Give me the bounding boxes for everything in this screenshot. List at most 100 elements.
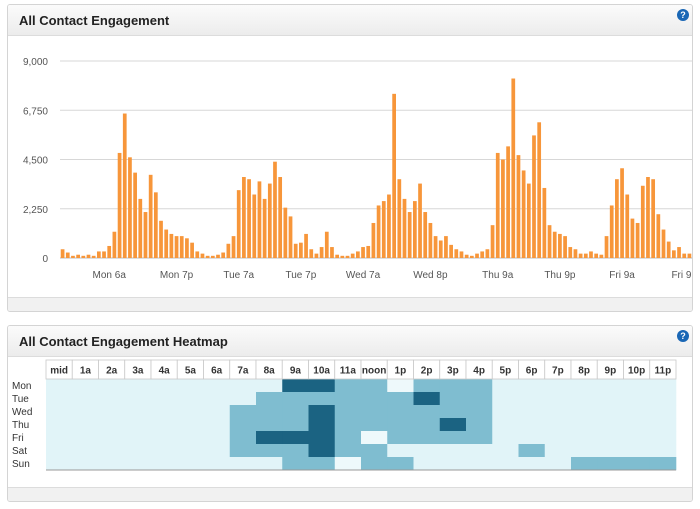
- heatmap-cell: [518, 457, 546, 471]
- heatmap-cell: [623, 431, 651, 445]
- bar: [433, 236, 438, 258]
- heatmap-cell: [256, 457, 283, 471]
- bar: [532, 135, 536, 258]
- bar: [128, 157, 132, 258]
- heatmap-cell: [544, 431, 572, 445]
- bar: [568, 247, 573, 258]
- heatmap-cell: [282, 379, 309, 393]
- y-tick-label: 2,250: [23, 205, 48, 216]
- heatmap-cell: [466, 431, 493, 445]
- bar: [195, 251, 200, 258]
- bar: [407, 212, 412, 258]
- bar: [537, 122, 542, 259]
- heatmap-cell: [124, 457, 152, 471]
- help-icon[interactable]: ?: [677, 330, 689, 342]
- help-icon[interactable]: ?: [677, 9, 689, 21]
- heatmap-cell: [518, 444, 546, 458]
- column-header-label: 11a: [340, 366, 357, 377]
- heatmap-cell: [72, 418, 99, 432]
- heatmap-cell: [518, 392, 546, 406]
- bar: [153, 192, 158, 258]
- heatmap-cell: [597, 405, 624, 419]
- heatmap-panel: All Contact Engagement Heatmap ? mid 1a 2a…: [7, 325, 693, 502]
- heatmap-cell: [597, 392, 624, 406]
- x-tick-label: Thu 9a: [482, 270, 514, 281]
- bar: [288, 216, 293, 258]
- heatmap-cell: [439, 392, 467, 406]
- x-tick-label: Fri 9a: [609, 270, 635, 281]
- heatmap-cell: [439, 431, 467, 445]
- bar: [345, 255, 350, 258]
- bar: [164, 229, 169, 258]
- heatmap-cell: [98, 392, 126, 406]
- heatmap-cell: [177, 457, 204, 471]
- heatmap-cell: [623, 379, 651, 393]
- heatmap-cell: [124, 405, 152, 419]
- bar: [376, 205, 381, 258]
- heatmap-cell: [387, 405, 414, 419]
- bar: [583, 253, 588, 258]
- bar: [506, 146, 510, 258]
- bar: [464, 254, 469, 258]
- column-header-label: 7p: [552, 366, 564, 377]
- bar: [418, 183, 422, 258]
- heatmap-cell: [623, 457, 651, 471]
- bar: [682, 253, 687, 258]
- row-label: Fri: [12, 433, 24, 444]
- heatmap-cell: [229, 405, 257, 419]
- x-tick-label: Tue 7a: [223, 270, 254, 281]
- heatmap-cell: [387, 418, 414, 432]
- bar: [604, 236, 609, 258]
- bar: [185, 238, 189, 258]
- heatmap-cell: [597, 431, 624, 445]
- heatmap-cell: [492, 457, 519, 471]
- heatmap-cell: [177, 418, 204, 432]
- heatmap-cell: [282, 392, 309, 406]
- x-tick-label: Thu 9p: [544, 270, 576, 281]
- heatmap-cell: [492, 379, 519, 393]
- heatmap-cell: [649, 392, 677, 406]
- bar: [646, 177, 650, 258]
- bar: [138, 198, 143, 258]
- bar: [371, 222, 376, 258]
- column-header-label: 8a: [264, 366, 276, 377]
- bar: [661, 229, 666, 258]
- heatmap-cell: [649, 431, 677, 445]
- bar: [169, 233, 174, 258]
- bar: [200, 253, 205, 258]
- heatmap-cell: [361, 444, 388, 458]
- bar: [91, 255, 96, 258]
- bar: [273, 161, 277, 258]
- bar: [542, 187, 547, 258]
- bar: [107, 245, 112, 258]
- heatmap-cell: [151, 457, 178, 471]
- heatmap-cell: [334, 431, 362, 445]
- heatmap-cell: [177, 431, 204, 445]
- bar: [521, 170, 526, 258]
- bar: [252, 194, 257, 258]
- heatmap-cell: [571, 392, 598, 406]
- heatmap-cell: [413, 457, 441, 471]
- heatmap-cell: [518, 379, 546, 393]
- heatmap-cell: [518, 418, 546, 432]
- bar: [459, 251, 464, 258]
- bar: [687, 253, 692, 258]
- bar: [599, 254, 604, 258]
- bar: [319, 247, 324, 258]
- heatmap-cell: [203, 457, 231, 471]
- bar: [677, 247, 681, 258]
- heatmap-cell: [597, 457, 624, 471]
- bar: [299, 242, 303, 258]
- heatmap-cell: [203, 418, 231, 432]
- bar: [672, 250, 676, 258]
- heatmap-cell: [124, 392, 152, 406]
- bar: [402, 198, 407, 258]
- bar: [490, 225, 495, 258]
- column-header-label: 6a: [211, 366, 223, 377]
- heatmap-cell: [544, 457, 572, 471]
- heatmap-cell: [413, 405, 441, 419]
- heatmap-cell: [361, 457, 388, 471]
- x-tick-label: Mon 7p: [160, 270, 194, 281]
- heatmap-cell: [334, 418, 362, 432]
- column-header-label: 9p: [605, 366, 617, 377]
